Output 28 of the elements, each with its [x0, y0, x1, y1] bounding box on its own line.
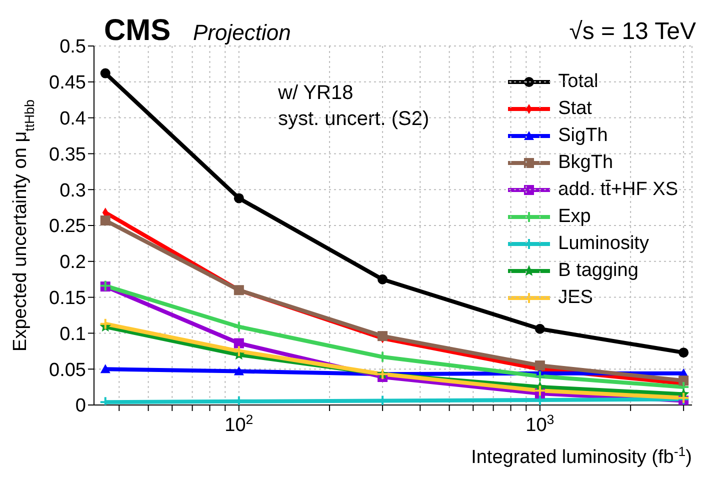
legend-label: Luminosity	[558, 232, 649, 256]
annotation: w/ YR18	[278, 81, 354, 106]
x-tick-label: 10$^{2}$	[224, 412, 254, 436]
y-tick-label: 0.3	[60, 180, 86, 202]
y-tick-label: 0.35	[49, 144, 86, 166]
legend-label: SigTh	[558, 124, 608, 148]
legend-label: Stat	[558, 97, 592, 121]
text: √s = 13 TeV	[569, 18, 696, 46]
y-tick-label: 0.25	[49, 216, 86, 238]
chart-subtitle: Projection	[193, 20, 291, 46]
y-tick-label: 0	[75, 396, 86, 417]
chart-title: CMS	[104, 14, 171, 48]
legend-label: BkgTh	[558, 151, 614, 175]
x-tick-label: 10$^{3}$	[526, 412, 554, 436]
legend-label: JES	[558, 286, 593, 310]
y-tick-label: 0.45	[49, 72, 86, 94]
x-axis-title: Integrated luminosity (fb$^{-1}$)	[471, 444, 692, 468]
y-tick-label: 0.2	[60, 252, 86, 274]
legend-label: Exp	[558, 205, 591, 229]
legend-label: add. tt̄+HF XS	[558, 178, 678, 202]
y-tick-label: 0.05	[49, 360, 86, 381]
legend-label: B tagging	[558, 259, 638, 283]
y-tick-label: 0.4	[60, 108, 86, 130]
y-tick-label: 0.5	[60, 36, 86, 58]
annotation: syst. uncert. (S2)	[278, 107, 430, 132]
y-tick-label: 0.1	[60, 324, 86, 345]
legend-label: Total	[558, 70, 598, 94]
y-tick-label: 0.15	[49, 288, 86, 310]
